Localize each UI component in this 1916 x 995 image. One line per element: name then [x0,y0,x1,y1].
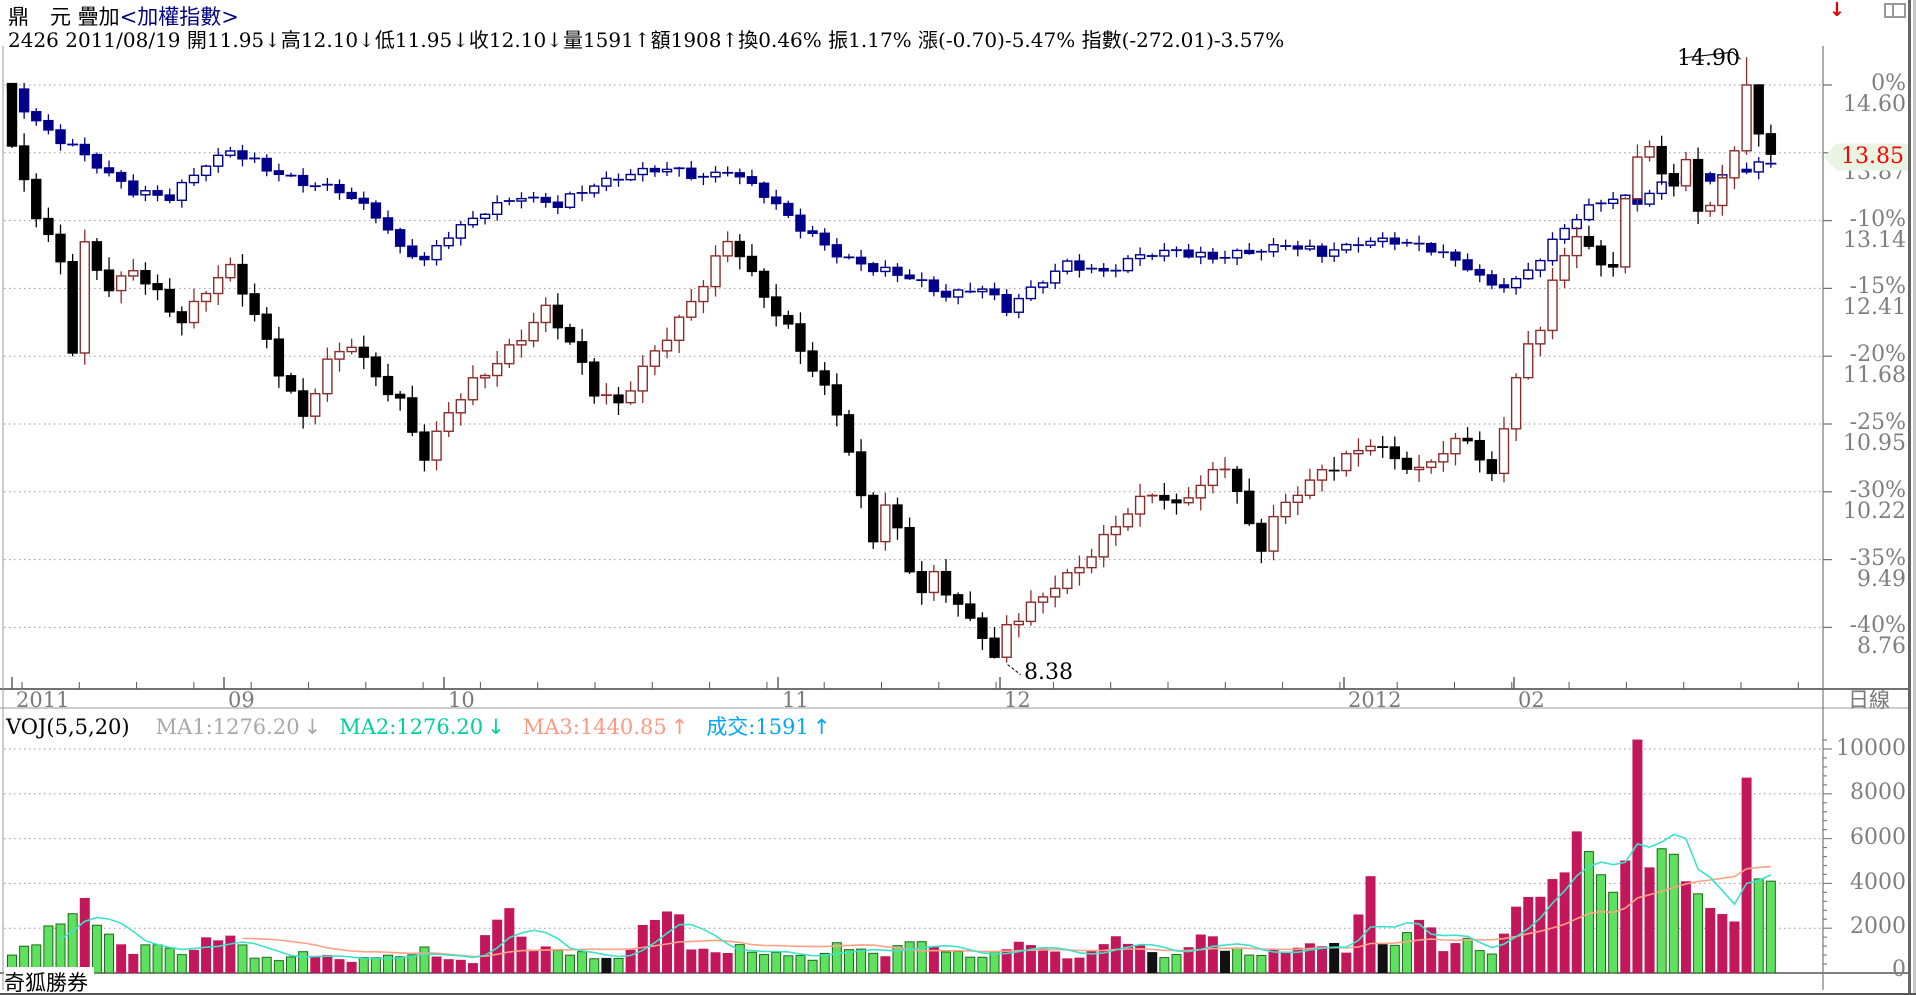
price-axis-price-label: 8.76 [1857,634,1906,660]
ma3-direction-icon: ↑ [670,715,689,739]
turnover-value: 成交:1591 [706,715,809,739]
price-axis-price-label: 9.49 [1857,566,1906,592]
price-axis-pct-label: -15% [1849,274,1906,300]
time-axis-label: 12 [1004,688,1031,712]
software-watermark: 奇狐勝券 [4,967,94,993]
price-axis-pct-label: 0% [1871,71,1906,96]
volume-ma1-value: MA1:1276.20 [155,715,300,739]
ma1-direction-icon: ↓ [303,715,322,739]
price-axis-price-label: 11.68 [1843,363,1906,389]
volume-axis-label: 0 [1892,957,1906,982]
overlay-index-name: <加權指數> [119,5,239,29]
window-right-border-outer [1913,0,1916,993]
last-price-value: 13.85 [1841,144,1904,169]
price-axis-pct-label: -25% [1849,410,1906,435]
period-selector[interactable]: 日線 [1848,688,1890,712]
price-axis-price-label: 13.14 [1843,227,1906,253]
volume-axis-label: 2000 [1850,914,1906,940]
time-axis-label: 2011 [16,688,70,712]
price-axis-price-label: 14.60 [1843,92,1906,117]
price-axis-price-label: 10.95 [1843,431,1906,456]
last-price-tag: 13.85 [1824,143,1908,171]
volume-indicator-header: VOJ(5,5,20) MA1:1276.20 ↓ MA2:1276.20 ↓ MA3:1… [6,711,848,739]
price-axis-price-label: 12.41 [1843,295,1906,321]
time-axis-label: 09 [228,688,255,712]
high-price-annotation: 14.90 [1677,46,1740,71]
time-axis-label: 02 [1518,688,1545,712]
time-axis-label: 10 [448,688,475,712]
quote-info-bar: 2426 2011/08/19 開11.95↓高12.10↓低11.95↓收12… [8,28,1285,52]
price-axis-price-label: 10.22 [1843,498,1906,524]
title-bar: 鼎 元 疊加<加權指數> [8,1,239,29]
turnover-direction-icon: ↑ [812,715,831,739]
price-axis-pct-label: -40% [1849,613,1906,639]
volume-axis-label: 10000 [1836,735,1906,761]
price-axis-pct-label: -30% [1849,477,1906,503]
time-axis-label: 11 [782,688,809,712]
window-right-border [1908,0,1911,993]
low-price-annotation: 8.38 [1024,660,1073,685]
window-tiles-icon[interactable] [1884,3,1906,18]
indicator-name: VOJ(5,5,20) [6,715,130,739]
ma2-direction-icon: ↓ [487,715,505,739]
tiles-icon-left-pane [1886,5,1894,16]
volume-ma2-value: MA2:1276.20 [339,715,484,739]
volume-ma3-value: MA3:1440.85 [522,715,667,739]
stock-name: 鼎 元 [8,5,71,29]
volume-axis-label: 6000 [1850,824,1906,850]
price-axis-pct-label: -35% [1849,545,1906,571]
volume-axis-label: 4000 [1850,869,1906,895]
tiles-icon-right-pane [1894,5,1904,16]
volume-axis-label: 8000 [1850,780,1906,806]
time-axis-label: 2012 [1348,688,1402,712]
scroll-down-icon[interactable]: ↓ [1829,0,1845,21]
price-axis-pct-label: -20% [1849,342,1906,368]
overlay-mode-label: 疊加 [71,5,120,29]
price-axis-pct-label: -10% [1849,206,1906,232]
